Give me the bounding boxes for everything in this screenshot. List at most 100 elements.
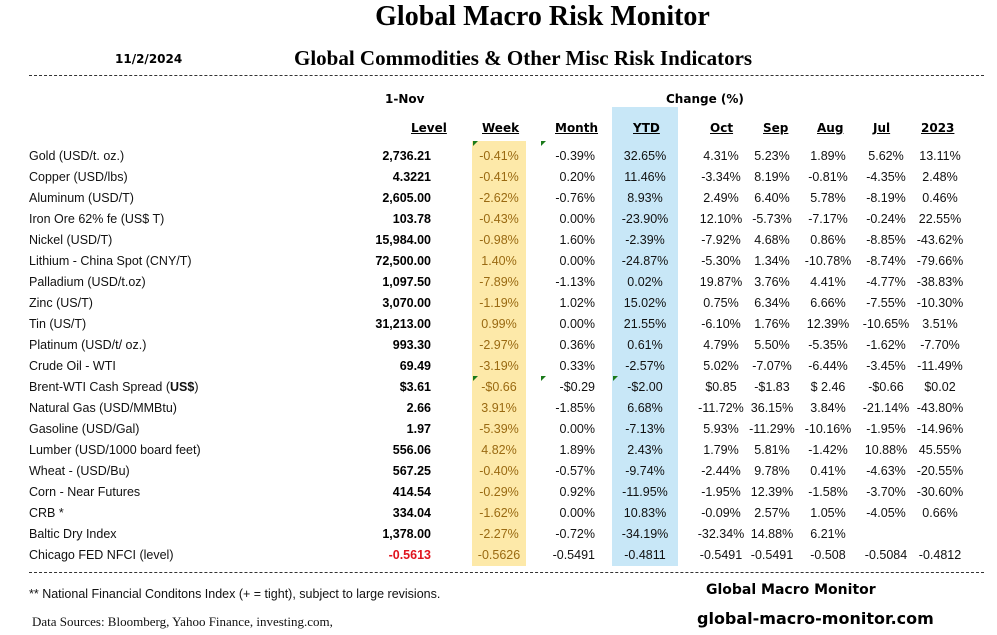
aug-change-cell: -7.17% — [808, 212, 848, 226]
oct-change-cell: -5.30% — [701, 254, 741, 268]
sep-change-cell: -5.73% — [752, 212, 792, 226]
week-change-cell: -0.41% — [479, 149, 519, 163]
sep-change-cell: 6.40% — [754, 191, 790, 205]
as-of-date-label: 1-Nov — [385, 92, 425, 106]
oct-change-cell: -1.95% — [701, 485, 741, 499]
oct-change-cell: 19.87% — [699, 275, 743, 289]
column-header-jul: Jul — [873, 121, 891, 135]
year-2023-change-cell: -14.96% — [916, 422, 964, 436]
indicator-name: Lithium - China Spot (CNY/T) — [29, 254, 192, 268]
indicator-name-text: Wheat - (USD/Bu) — [29, 464, 130, 478]
level-cell: 2,736.21 — [382, 149, 431, 163]
table-row: Aluminum (USD/T) 2,605.00 -2.62% -0.76% 8.93… — [0, 189, 997, 210]
sep-change-cell: 14.88% — [750, 527, 794, 541]
aug-change-cell: -1.42% — [808, 443, 848, 457]
sep-change-cell: 12.39% — [750, 485, 794, 499]
indicator-name: Tin (US/T) — [29, 317, 86, 331]
indicator-name-text: Iron Ore 62% fe (US$ T) — [29, 212, 165, 226]
oct-change-cell: -32.34% — [697, 527, 745, 541]
jul-change-cell: -8.85% — [866, 233, 906, 247]
year-2023-change-cell: -43.62% — [916, 233, 964, 247]
level-cell: 556.06 — [392, 443, 431, 457]
column-header-level: Level — [411, 121, 447, 135]
aug-change-cell: 1.89% — [810, 149, 846, 163]
aug-change-cell: 0.41% — [810, 464, 846, 478]
column-header-ytd: YTD — [633, 121, 660, 135]
jul-change-cell: -4.77% — [866, 275, 906, 289]
month-change-cell: 1.60% — [559, 233, 595, 247]
jul-change-cell: -8.74% — [866, 254, 906, 268]
sep-change-cell: 2.57% — [754, 506, 790, 520]
oct-change-cell: 0.75% — [703, 296, 739, 310]
year-2023-change-cell: 0.66% — [922, 506, 958, 520]
week-change-cell: -0.43% — [479, 212, 519, 226]
sep-change-cell: 6.34% — [754, 296, 790, 310]
level-cell: 414.54 — [392, 485, 431, 499]
level-cell: 334.04 — [392, 506, 431, 520]
table-row: Brent-WTI Cash Spread (US$) $3.61 -$0.66 -$… — [0, 378, 997, 399]
table-row: Zinc (US/T) 3,070.00 -1.19% 1.02% 15.02% 0.75… — [0, 294, 997, 315]
indicator-name: Brent-WTI Cash Spread (US$) — [29, 380, 199, 394]
jul-change-cell: -1.62% — [866, 338, 906, 352]
ytd-change-cell: 10.83% — [623, 506, 667, 520]
level-cell: 4.3221 — [392, 170, 431, 184]
brand-name: Global Macro Monitor — [706, 582, 876, 598]
oct-change-cell: -6.10% — [701, 317, 741, 331]
table-row: Iron Ore 62% fe (US$ T) 103.78 -0.43% 0.00%… — [0, 210, 997, 231]
indicator-name-text: Natural Gas (USD/MMBtu) — [29, 401, 177, 415]
table-row: Lithium - China Spot (CNY/T) 72,500.00 1.4… — [0, 252, 997, 273]
indicator-name-text: Zinc (US/T) — [29, 296, 93, 310]
level-cell: -0.5613 — [388, 548, 431, 562]
month-change-cell: 0.92% — [559, 485, 595, 499]
indicator-name: Lumber (USD/1000 board feet) — [29, 443, 201, 457]
bottom-divider — [29, 572, 984, 573]
indicator-name: Natural Gas (USD/MMBtu) — [29, 401, 177, 415]
month-change-cell: -0.57% — [555, 464, 595, 478]
indicator-name: Wheat - (USD/Bu) — [29, 464, 130, 478]
table-row: Corn - Near Futures 414.54 -0.29% 0.92% -11.… — [0, 483, 997, 504]
jul-change-cell: -7.55% — [866, 296, 906, 310]
indicator-name: Zinc (US/T) — [29, 296, 93, 310]
month-change-cell: 1.02% — [559, 296, 595, 310]
level-cell: 72,500.00 — [375, 254, 431, 268]
jul-change-cell: -3.70% — [866, 485, 906, 499]
level-cell: 993.30 — [392, 338, 431, 352]
table-row: Baltic Dry Index 1,378.00 -2.27% -0.72% -34.… — [0, 525, 997, 546]
week-change-cell: -0.41% — [479, 170, 519, 184]
ytd-change-cell: 0.02% — [627, 275, 663, 289]
month-change-cell: 0.00% — [559, 422, 595, 436]
sep-change-cell: 1.34% — [754, 254, 790, 268]
week-change-cell: -5.39% — [479, 422, 519, 436]
change-percent-label: Change (%) — [666, 92, 744, 106]
column-header-month: Month — [555, 121, 599, 135]
year-2023-change-cell: -20.55% — [916, 464, 964, 478]
indicator-name: Aluminum (USD/T) — [29, 191, 134, 205]
ytd-change-cell: -34.19% — [621, 527, 669, 541]
jul-change-cell: -4.05% — [866, 506, 906, 520]
aug-change-cell: 1.05% — [810, 506, 846, 520]
month-change-cell: -1.85% — [555, 401, 595, 415]
oct-change-cell: 12.10% — [699, 212, 743, 226]
year-2023-change-cell: 22.55% — [918, 212, 962, 226]
year-2023-change-cell: 0.46% — [922, 191, 958, 205]
column-header-week: Week — [482, 121, 520, 135]
year-2023-change-cell: $0.02 — [924, 380, 956, 394]
table-row: Gasoline (USD/Gal) 1.97 -5.39% 0.00% -7.13% 5… — [0, 420, 997, 441]
ytd-change-cell: 8.93% — [627, 191, 663, 205]
table-row: Natural Gas (USD/MMBtu) 2.66 3.91% -1.85% 6.… — [0, 399, 997, 420]
month-change-cell: 0.00% — [559, 317, 595, 331]
sep-change-cell: -11.29% — [749, 422, 795, 436]
sep-change-cell: 1.76% — [754, 317, 790, 331]
sep-change-cell: 5.23% — [754, 149, 790, 163]
aug-change-cell: -5.35% — [808, 338, 848, 352]
level-cell: 103.78 — [392, 212, 431, 226]
indicator-name: Gasoline (USD/Gal) — [29, 422, 139, 436]
ytd-change-cell: -11.95% — [622, 485, 668, 499]
sep-change-cell: -0.5491 — [750, 548, 794, 562]
week-change-cell: 0.99% — [481, 317, 517, 331]
oct-change-cell: 5.02% — [703, 359, 739, 373]
jul-change-cell: 10.88% — [864, 443, 908, 457]
brand-url[interactable]: global-macro-monitor.com — [697, 609, 934, 628]
oct-change-cell: $0.85 — [705, 380, 737, 394]
indicator-name: Nickel (USD/T) — [29, 233, 112, 247]
